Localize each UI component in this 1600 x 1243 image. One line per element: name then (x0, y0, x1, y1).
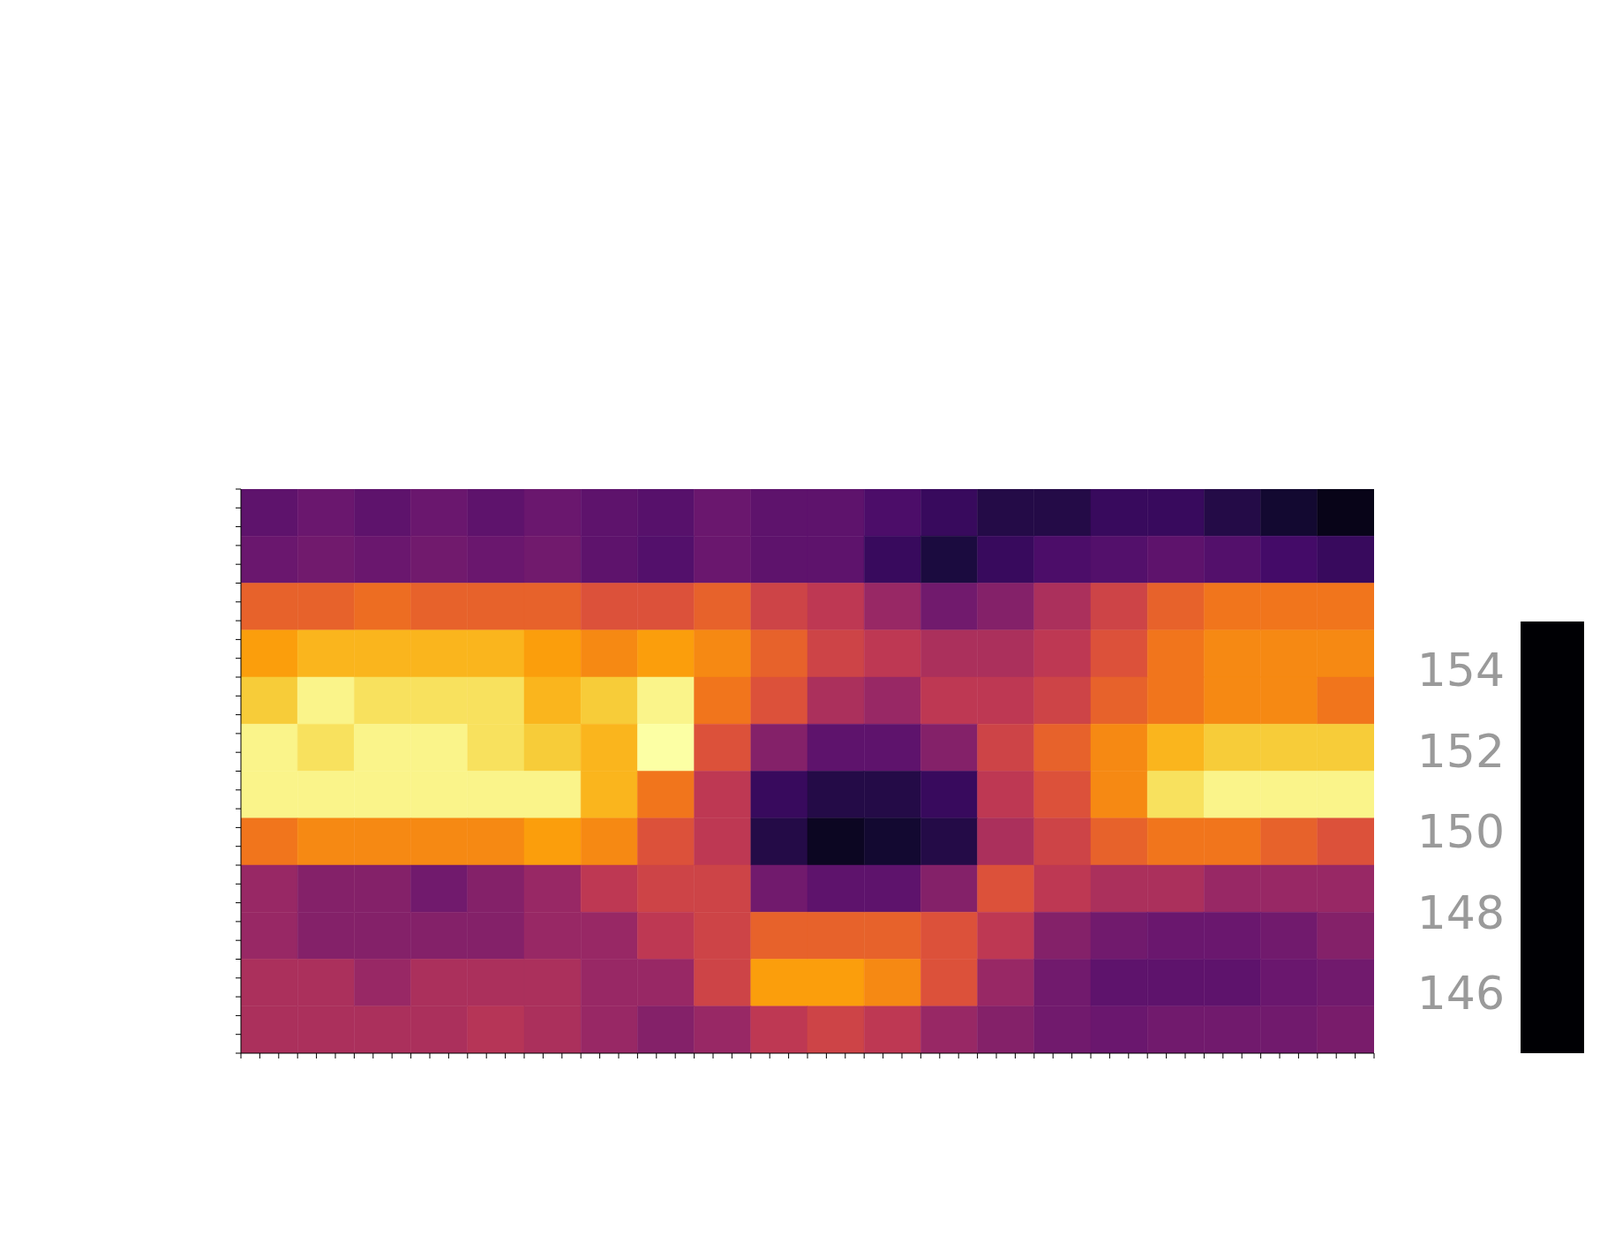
svg-text:150: 150 (1417, 804, 1505, 858)
svg-text:148: 148 (1417, 886, 1505, 939)
svg-text:154: 154 (1417, 643, 1505, 697)
svg-text:146: 146 (1417, 966, 1505, 1020)
svg-text:152: 152 (1417, 724, 1505, 778)
